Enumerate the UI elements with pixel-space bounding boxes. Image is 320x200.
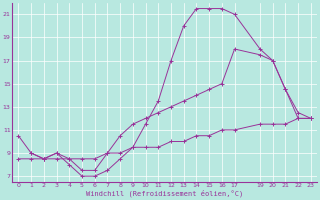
X-axis label: Windchill (Refroidissement éolien,°C): Windchill (Refroidissement éolien,°C) <box>86 190 243 197</box>
